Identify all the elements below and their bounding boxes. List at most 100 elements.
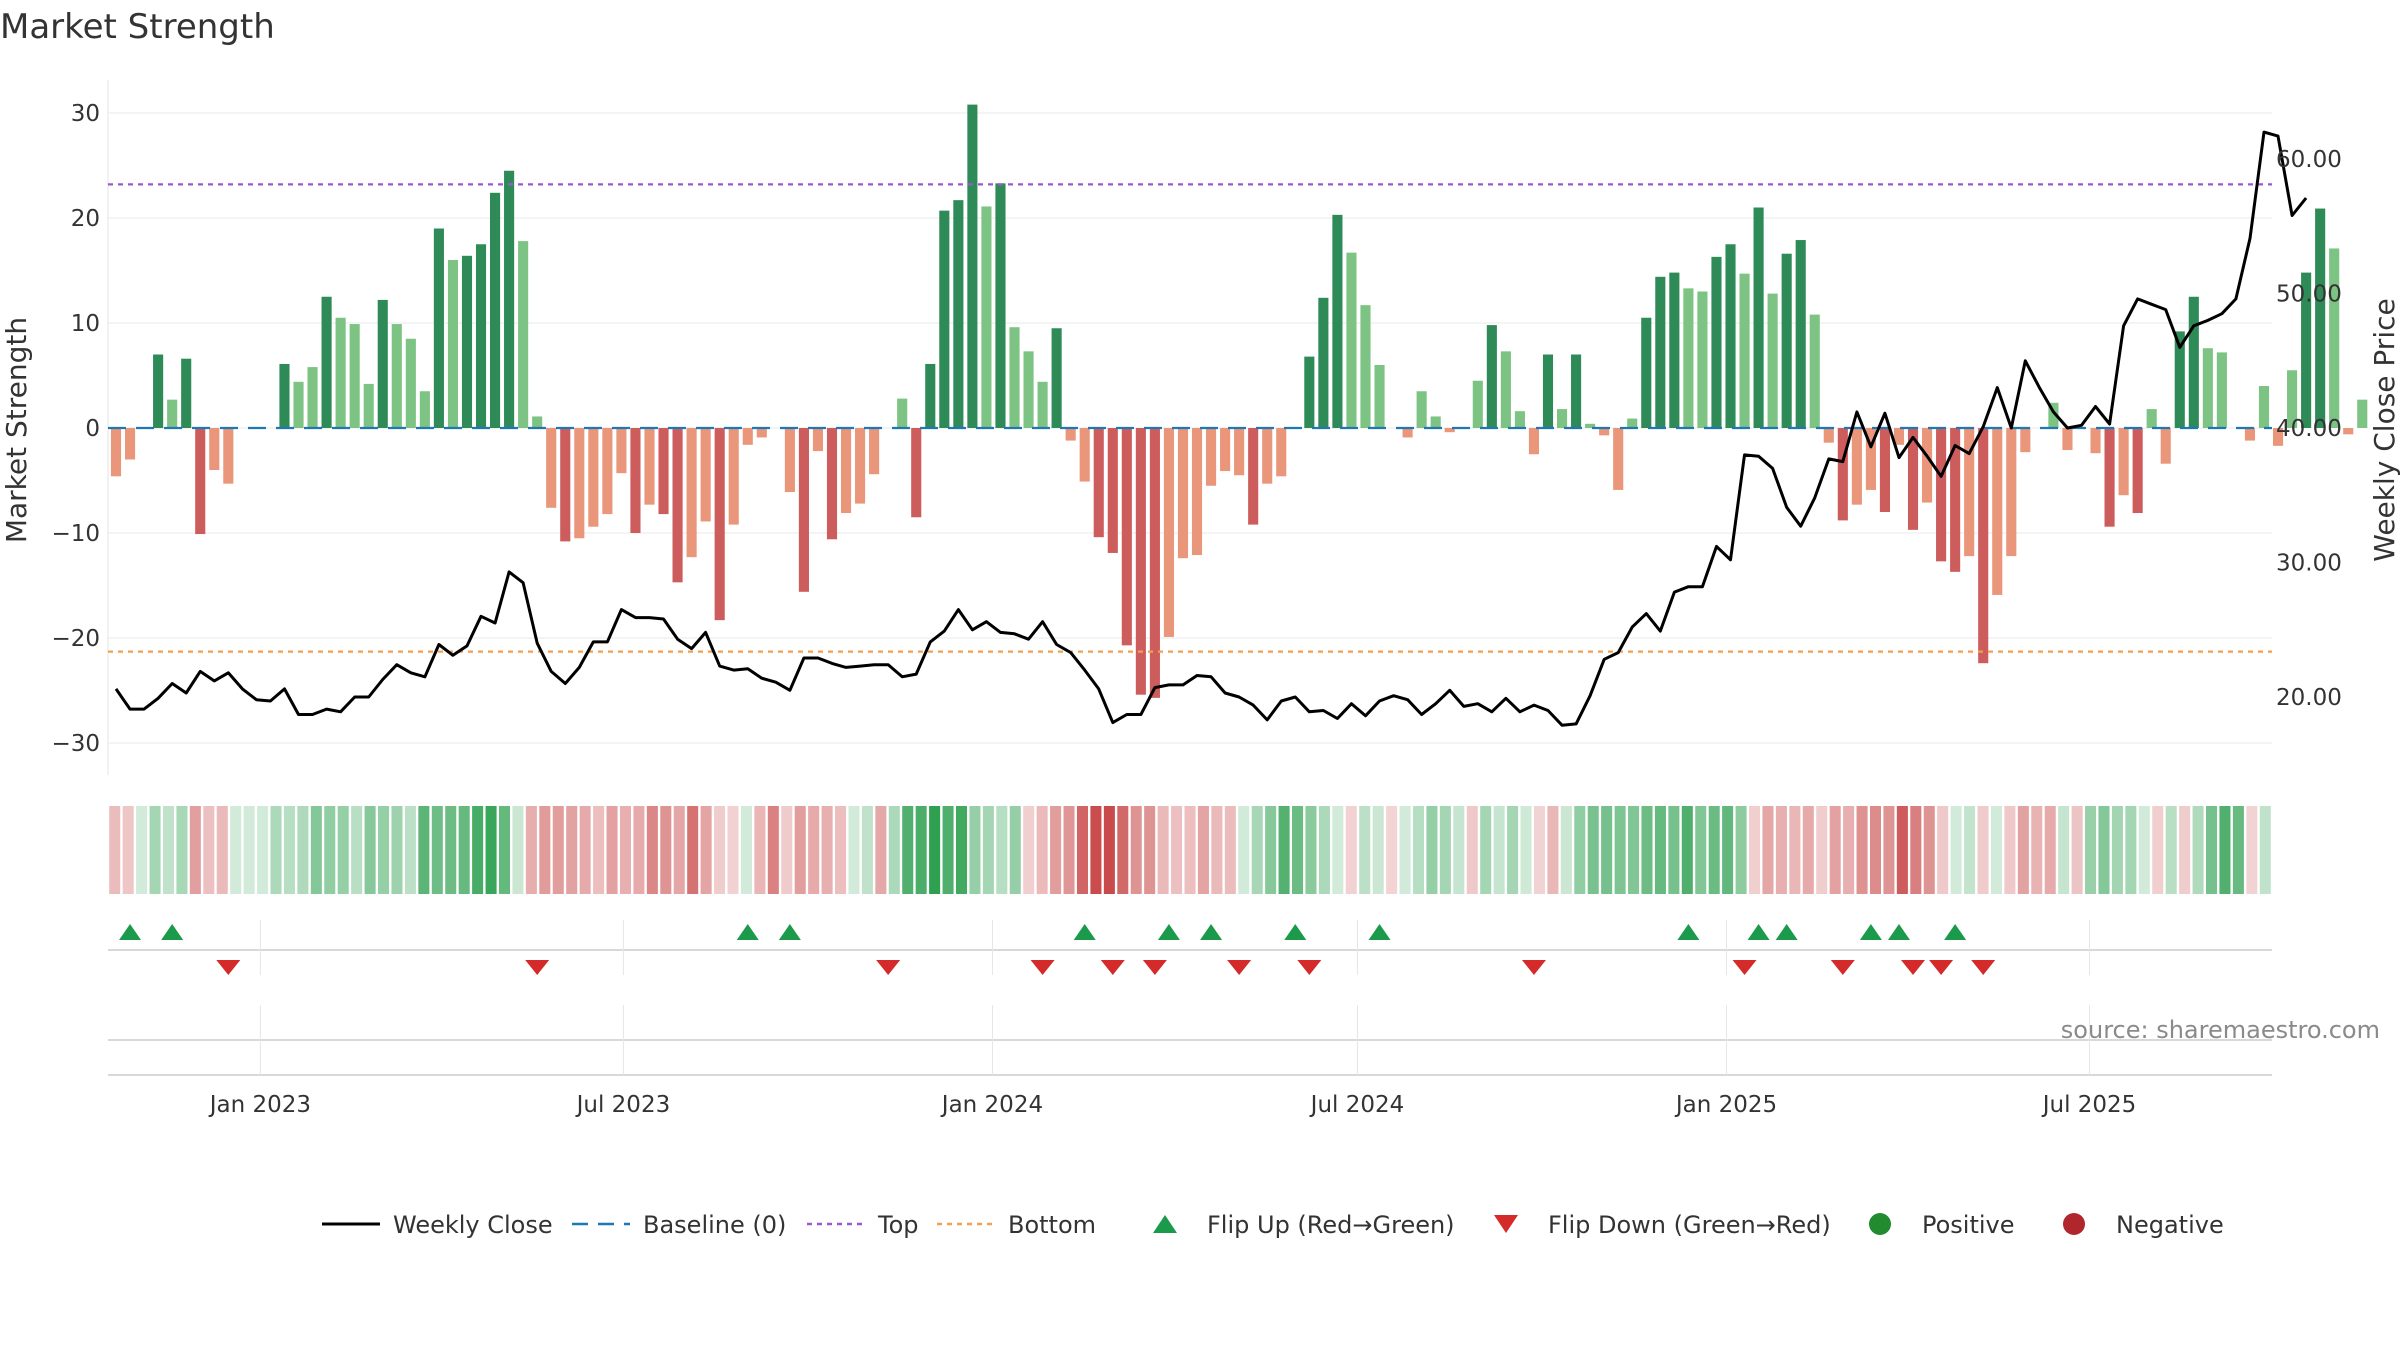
y-axis-ticks: 30 20 10 0 −10 −20 −30 [51, 101, 100, 757]
heat-cell [821, 806, 833, 894]
heat-cell [1695, 806, 1707, 894]
strength-bar [2272, 428, 2284, 446]
strength-bar [110, 428, 122, 477]
strength-bar [840, 428, 852, 514]
flip-up-marker [736, 924, 759, 940]
heat-cell [1628, 806, 1640, 894]
y2-tick-label: 30.00 [2276, 551, 2342, 577]
strength-bar [124, 428, 136, 460]
heat-cell [606, 806, 618, 894]
strength-bar [1220, 428, 1231, 472]
strength-bar [1781, 253, 1792, 428]
close-line-group [114, 130, 2308, 727]
strength-bar [826, 428, 838, 540]
heat-cell [1668, 806, 1680, 894]
heat-cell [673, 806, 685, 894]
strength-bar [2287, 370, 2298, 428]
strength-bar [1655, 276, 1666, 428]
strength-bar [574, 428, 585, 539]
flip-down-marker [1971, 960, 1996, 975]
heat-cell [1386, 806, 1398, 894]
legend-swatch [1869, 1213, 1891, 1235]
heat-cell [1144, 806, 1156, 894]
strength-bar [1023, 351, 1034, 428]
x-tick-label: Jan 2023 [208, 1092, 311, 1118]
strength-bar [588, 428, 599, 527]
heat-cell [136, 806, 148, 894]
strength-bar [1697, 291, 1708, 428]
heat-cell [1547, 806, 1559, 894]
strength-bar [1121, 428, 1132, 646]
heat-cell [243, 806, 255, 894]
x-axis: Jan 2023 Jul 2023 Jan 2024 Jul 2024 Jan 2025… [108, 920, 2272, 1118]
y2-tick-label: 40.00 [2276, 416, 2342, 442]
heat-cell [283, 806, 295, 894]
heat-cell [2259, 806, 2271, 894]
strength-bar [2062, 428, 2073, 451]
heat-cell [1950, 806, 1962, 894]
strength-bar [1037, 381, 1048, 428]
strength-bar [756, 428, 767, 438]
strength-bar [1992, 428, 2003, 595]
heat-cell [566, 806, 578, 894]
heat-cell [767, 806, 779, 894]
strength-bar [307, 367, 318, 428]
flip-markers [119, 924, 1996, 975]
strength-bar [532, 416, 543, 428]
y-tick-label: −20 [51, 626, 100, 652]
heat-cell [1251, 806, 1263, 894]
heat-cell [404, 806, 416, 894]
strength-bar [335, 317, 346, 428]
heat-cell [1426, 806, 1438, 894]
strength-bar [1402, 428, 1413, 438]
heat-cell [1708, 806, 1720, 894]
strength-bar [1163, 428, 1174, 637]
strength-bar [2258, 386, 2270, 428]
strength-bar [153, 354, 164, 428]
strength-bar [995, 183, 1006, 428]
heat-cell [189, 806, 201, 894]
flip-up-marker [1157, 924, 1180, 940]
flip-down-marker [1227, 960, 1252, 975]
heat-cell [472, 806, 484, 894]
strength-bar [1206, 428, 1217, 486]
legend-label: Negative [2116, 1211, 2224, 1239]
heat-cell [1641, 806, 1653, 894]
strength-bar [1571, 354, 1582, 428]
heat-cell [1345, 806, 1357, 894]
heat-cell [2004, 806, 2016, 894]
flip-up-marker [778, 924, 801, 940]
heat-cell [525, 806, 537, 894]
heat-cell [270, 806, 282, 894]
strength-bar [2315, 208, 2326, 428]
strength-bar [2132, 428, 2143, 514]
strength-bar [504, 170, 515, 428]
heat-cell [418, 806, 430, 894]
strength-bar [939, 210, 950, 428]
heat-cell [310, 806, 322, 894]
heat-cell [512, 806, 524, 894]
strength-bar [1276, 428, 1287, 477]
strength-bar [1879, 428, 1890, 512]
heat-cell [1883, 806, 1895, 894]
heat-cell [2179, 806, 2191, 894]
strength-bar [181, 358, 192, 428]
flip-up-marker [1859, 924, 1882, 940]
heat-cell [1265, 806, 1277, 894]
heat-cell [1278, 806, 1290, 894]
flip-down-marker [876, 960, 901, 975]
heat-cell [216, 806, 228, 894]
reference-lines [108, 183, 2272, 653]
heat-cell [902, 806, 914, 894]
legend-label: Positive [1922, 1211, 2015, 1239]
legend-label: Flip Up (Red→Green) [1207, 1211, 1455, 1239]
heat-cell [2044, 806, 2056, 894]
legend-swatch [1153, 1215, 1177, 1233]
heat-cell [1224, 806, 1236, 894]
heat-cell [1896, 806, 1908, 894]
strength-bar [1865, 428, 1876, 490]
heat-cell [1520, 806, 1532, 894]
heat-cell [1332, 806, 1344, 894]
strength-bar [784, 428, 795, 493]
